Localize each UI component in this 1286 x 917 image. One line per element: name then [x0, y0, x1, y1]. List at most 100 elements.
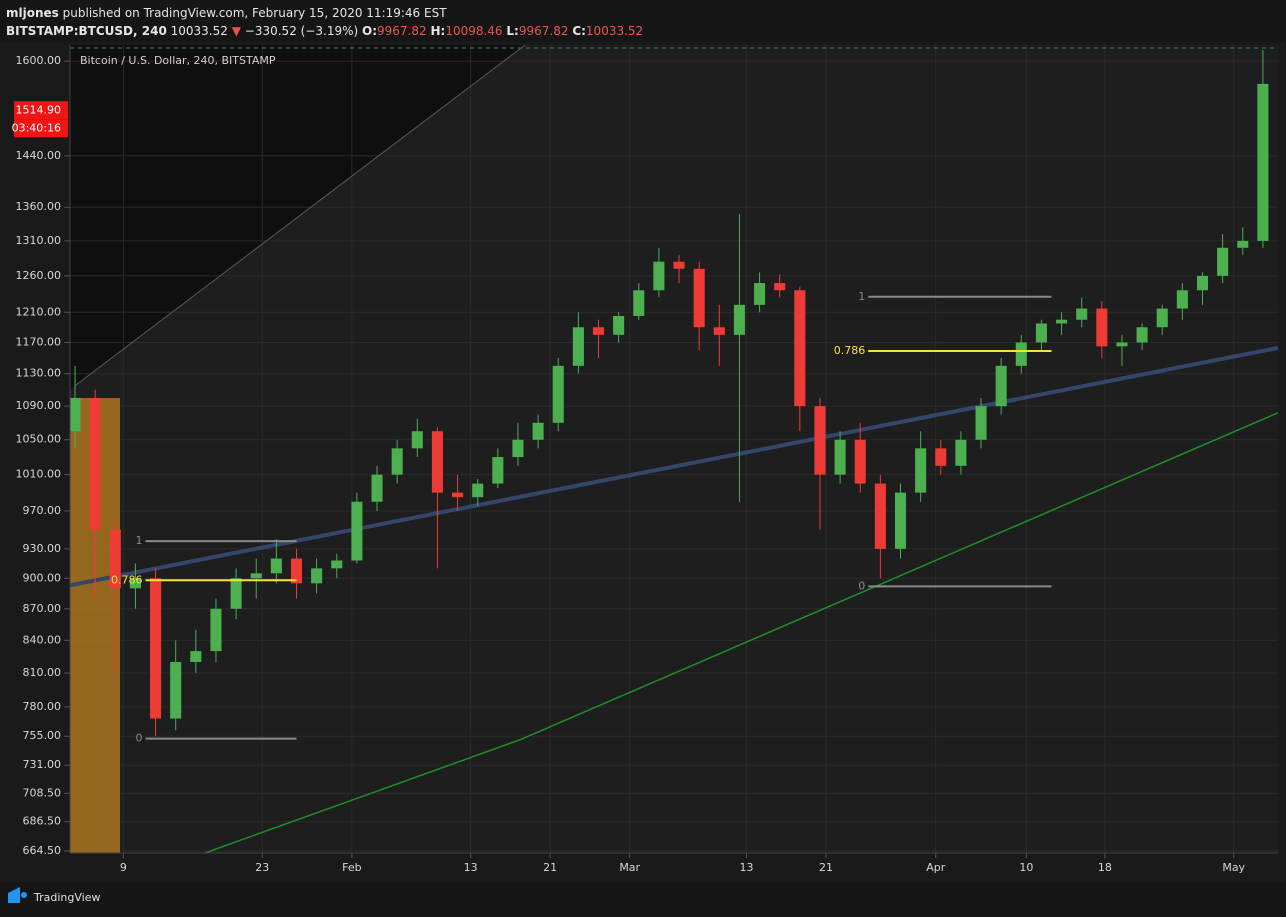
y-tick-label: 1210.00 — [16, 305, 62, 318]
candle-body — [894, 492, 907, 549]
candle-body — [814, 406, 826, 475]
chart-title: Bitcoin / U.S. Dollar, 240, BITSTAMP — [80, 54, 276, 67]
candle-body — [69, 397, 81, 432]
x-tick-label: Mar — [619, 861, 640, 874]
published: published on TradingView.com, February 1… — [62, 6, 447, 20]
plot: 1 0.786 0 1 0.786 0 — [69, 44, 1279, 854]
fib-label: 0.786 — [834, 344, 866, 357]
y-tick-label: 870.00 — [23, 602, 62, 615]
candle-body — [1015, 342, 1027, 366]
x-tick-label: 10 — [1019, 861, 1033, 874]
arrow: ▼ — [231, 24, 241, 38]
candle-body — [733, 304, 745, 335]
candle-body — [874, 483, 886, 549]
candle-body — [230, 578, 242, 609]
candle-body — [270, 558, 282, 574]
candle-body — [1217, 247, 1229, 276]
l-label: L: — [506, 24, 519, 38]
fib-label: 0 — [136, 732, 143, 745]
candle-body — [411, 431, 423, 449]
y-tick-label: 731.00 — [23, 758, 62, 771]
candle-body — [109, 529, 121, 589]
x-tick-label: Apr — [926, 861, 946, 874]
candle-body — [1096, 308, 1108, 347]
countdown: 03:40:16 — [12, 121, 61, 134]
header: mljones published on TradingView.com, Fe… — [6, 4, 643, 40]
y-tick-label: 1130.00 — [16, 367, 62, 380]
candle-body — [1156, 308, 1168, 328]
y-tick-label: 1260.00 — [16, 269, 62, 282]
symbol: BITSTAMP:BTCUSD, 240 — [6, 24, 167, 38]
candle-body — [331, 560, 343, 569]
y-tick-label: 1010.00 — [16, 468, 62, 481]
x-tick-label: 21 — [543, 861, 557, 874]
y-tick-label: 780.00 — [23, 700, 62, 713]
candle-body — [653, 261, 665, 291]
y-tick-label: 970.00 — [23, 504, 62, 517]
candle-body — [673, 261, 685, 269]
last: 10033.52 — [170, 24, 228, 38]
candle-body — [190, 651, 202, 662]
h-label: H: — [430, 24, 446, 38]
x-tick-label: 23 — [255, 861, 269, 874]
candle-body — [1176, 290, 1188, 309]
trend-line — [204, 412, 1279, 854]
candle-body — [210, 608, 222, 652]
candle-body — [693, 268, 705, 328]
y-tick-label: 1360.00 — [16, 200, 62, 213]
candle-body — [1136, 327, 1148, 343]
candle-body — [391, 448, 403, 475]
y-tick-label: 1050.00 — [16, 433, 62, 446]
header-line-2: BITSTAMP:BTCUSD, 240 10033.52 ▼ −330.52 … — [6, 22, 643, 40]
y-tick-label: 664.50 — [23, 844, 62, 857]
candle-body — [592, 327, 605, 335]
candle-body — [150, 578, 162, 719]
candle-body — [854, 439, 866, 484]
candle-body — [351, 501, 363, 561]
x-tick-label: 13 — [739, 861, 753, 874]
axes: 1600.001440.001360.001310.001260.001210.… — [12, 54, 1246, 874]
candle-body — [290, 558, 303, 584]
y-tick-label: 840.00 — [23, 633, 62, 646]
close: 10033.52 — [585, 24, 644, 38]
high: 10098.46 — [445, 24, 503, 38]
x-tick-label: 13 — [464, 861, 478, 874]
author: mljones — [6, 6, 59, 20]
y-tick-label: 686.50 — [23, 815, 62, 828]
open: 9967.82 — [377, 24, 427, 38]
x-tick-label: May — [1222, 861, 1245, 874]
fib-label: 1 — [858, 290, 865, 303]
last-price-box — [14, 101, 68, 120]
logo — [8, 887, 27, 903]
fib-label: 1 — [136, 534, 143, 547]
candle-body — [1076, 308, 1088, 320]
candle-body — [170, 661, 182, 719]
y-tick-label: 1090.00 — [16, 399, 62, 412]
candle-body — [371, 474, 383, 502]
candle-body — [492, 457, 504, 484]
candle-body — [975, 406, 987, 440]
candle-body — [935, 448, 947, 466]
countdown-box — [14, 119, 68, 138]
candle-body — [1056, 319, 1068, 324]
y-tick-label: 1170.00 — [16, 335, 62, 348]
low: 9967.82 — [518, 24, 569, 38]
y-tick-label: 1600.00 — [16, 54, 62, 67]
candle-body — [794, 290, 806, 407]
o-label: O: — [362, 24, 378, 38]
candle-body — [452, 492, 464, 498]
last-price-label: 1514.90 — [16, 103, 62, 116]
candle-body — [532, 422, 544, 440]
trend-line — [74, 44, 526, 387]
candle-body — [633, 290, 645, 316]
fib-label: 0 — [858, 579, 865, 592]
y-tick-label: 930.00 — [23, 542, 62, 555]
header-line-1: mljones published on TradingView.com, Fe… — [6, 4, 643, 22]
x-tick-label: 18 — [1098, 861, 1112, 874]
candle-body — [955, 439, 967, 466]
candle-body — [572, 327, 584, 366]
candle-body — [1237, 240, 1249, 248]
candle-body — [89, 397, 101, 530]
